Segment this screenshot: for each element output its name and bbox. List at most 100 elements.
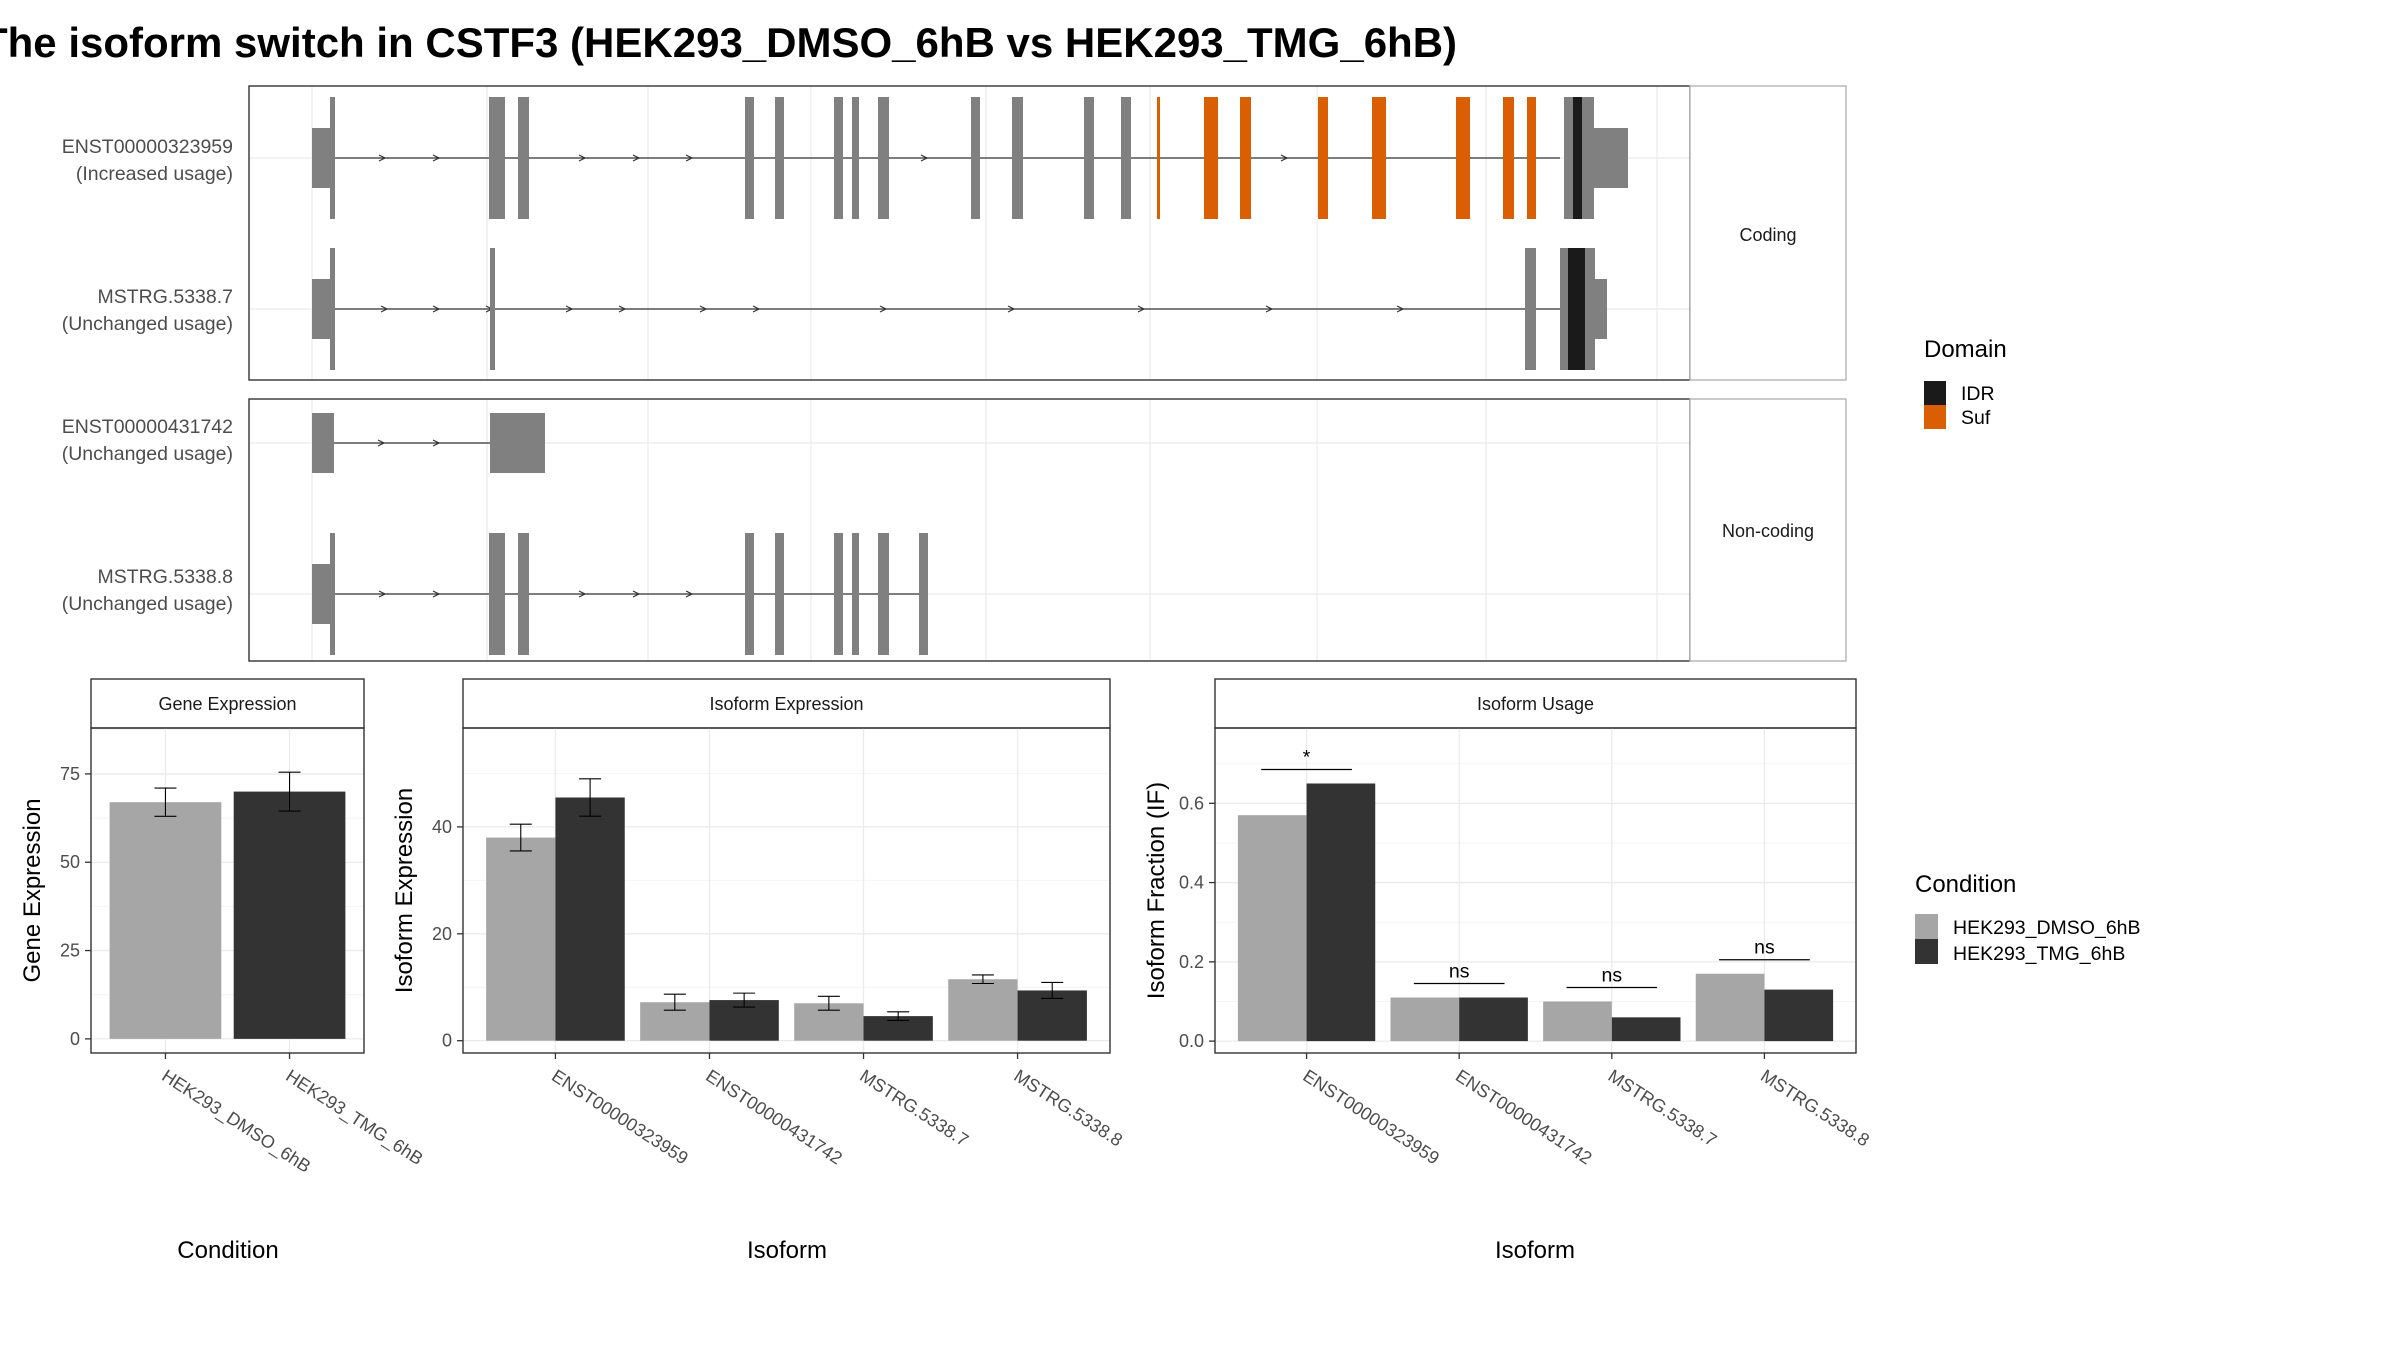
y-tick-label: 0.0 bbox=[1179, 1031, 1204, 1051]
bar bbox=[1611, 1017, 1681, 1042]
exon bbox=[330, 97, 335, 219]
direction-arrow bbox=[685, 590, 694, 598]
x-tick-label: MSTRG.5338.8 bbox=[1757, 1066, 1873, 1151]
direction-arrow bbox=[752, 305, 761, 313]
direction-arrow bbox=[377, 439, 386, 447]
exon bbox=[1084, 97, 1094, 219]
utr-exon bbox=[925, 564, 928, 624]
bar bbox=[109, 802, 222, 1039]
x-tick-label: ENST00000323959 bbox=[548, 1066, 692, 1169]
isoform-label-enst00000323959: ENST00000323959 bbox=[62, 136, 233, 158]
direction-arrow bbox=[699, 305, 708, 313]
bar bbox=[233, 791, 346, 1039]
domain-exon-suf bbox=[1372, 97, 1386, 219]
bar bbox=[555, 797, 625, 1041]
chart-strip bbox=[462, 678, 1111, 729]
direction-arrow bbox=[1396, 305, 1405, 313]
exon bbox=[490, 248, 495, 370]
condition-legend-title: Condition bbox=[1915, 871, 2016, 898]
chart-title: Isoform Usage bbox=[1477, 694, 1594, 714]
y-tick-label: 50 bbox=[60, 852, 80, 872]
chart-2: Isoform Expression 0 20 40 ENST00000323959 EN… bbox=[391, 678, 1126, 1264]
utr-exon bbox=[312, 413, 334, 473]
strip-label-coding: Coding bbox=[1739, 225, 1796, 245]
domain-legend-swatch-suf bbox=[1924, 405, 1946, 429]
bar bbox=[1459, 997, 1528, 1042]
exon bbox=[518, 533, 529, 655]
domain-exon-suf bbox=[1456, 97, 1470, 219]
exon bbox=[1585, 248, 1595, 370]
exon bbox=[971, 97, 980, 219]
isoform-label-mstrg-5338-7: MSTRG.5338.7 bbox=[98, 286, 233, 308]
strip-label-noncoding: Non-coding bbox=[1722, 521, 1814, 541]
x-tick-label: ENST00000323959 bbox=[1299, 1066, 1443, 1169]
direction-arrow bbox=[432, 590, 441, 598]
domain-exon-idr bbox=[1573, 97, 1582, 219]
exon bbox=[745, 97, 754, 219]
bar bbox=[1306, 783, 1376, 1042]
expression-charts: Gene Expression0255075HEK293_DMSO_6hBHEK… bbox=[19, 678, 1873, 1264]
condition-legend-label-dmso: HEK293_DMSO_6hB bbox=[1953, 917, 2141, 939]
domain-exon-suf bbox=[1204, 97, 1218, 219]
exon bbox=[489, 97, 505, 219]
direction-arrow bbox=[685, 154, 694, 162]
direction-arrow bbox=[380, 305, 389, 313]
domain-exon-suf bbox=[1503, 97, 1514, 219]
condition-legend-label-tmg: HEK293_TMG_6hB bbox=[1953, 943, 2125, 965]
x-axis-title: Isoform bbox=[1495, 1237, 1575, 1264]
direction-arrow bbox=[1265, 305, 1274, 313]
direction-arrow bbox=[378, 590, 387, 598]
bar bbox=[948, 979, 1018, 1041]
y-tick-label: 25 bbox=[60, 941, 80, 961]
direction-arrow bbox=[618, 305, 627, 313]
domain-exon-suf bbox=[1157, 97, 1160, 219]
isoform-tracks bbox=[312, 97, 1628, 655]
x-axis-title: Isoform bbox=[747, 1237, 827, 1264]
isoform-usage-mstrg-5338-7: (Unchanged usage) bbox=[62, 313, 233, 335]
condition-legend: Condition HEK293_DMSO_6hB HEK293_TMG_6hB bbox=[1915, 871, 2141, 965]
direction-arrow bbox=[432, 154, 441, 162]
direction-arrow bbox=[432, 305, 441, 313]
exon bbox=[518, 97, 529, 219]
structure-panel-noncoding bbox=[248, 398, 1691, 662]
bar bbox=[1764, 989, 1834, 1042]
exon bbox=[1121, 97, 1131, 219]
exon bbox=[834, 97, 843, 219]
direction-arrow bbox=[632, 590, 641, 598]
utr-exon bbox=[312, 128, 332, 188]
chart-panel-border bbox=[90, 727, 365, 1054]
chart-panel-border bbox=[462, 727, 1111, 1054]
utr-exon bbox=[1594, 128, 1628, 188]
direction-arrow bbox=[378, 154, 387, 162]
exon bbox=[1560, 248, 1568, 370]
y-tick-label: 0 bbox=[442, 1031, 452, 1051]
exon bbox=[1582, 97, 1594, 219]
figure-title: The isoform switch in CSTF3 (HEK293_DMSO… bbox=[0, 19, 1457, 66]
chart-strip bbox=[90, 678, 365, 729]
direction-arrow bbox=[565, 305, 574, 313]
utr-exon bbox=[1595, 279, 1607, 339]
direction-arrow bbox=[879, 305, 888, 313]
direction-arrow bbox=[578, 154, 587, 162]
direction-arrow bbox=[1280, 154, 1289, 162]
condition-legend-swatch-dmso bbox=[1915, 914, 1938, 939]
y-axis-title: Isoform Fraction (IF) bbox=[1143, 782, 1170, 999]
exon bbox=[852, 533, 859, 655]
bar bbox=[1390, 997, 1460, 1042]
exon bbox=[489, 533, 505, 655]
significance-label: ns bbox=[1754, 937, 1775, 959]
exon bbox=[330, 248, 335, 370]
exon bbox=[834, 533, 843, 655]
chart-1: Gene Expression0255075HEK293_DMSO_6hBHEK… bbox=[19, 678, 427, 1264]
x-tick-label: MSTRG.5338.8 bbox=[1010, 1066, 1126, 1151]
direction-arrow bbox=[1137, 305, 1146, 313]
bar bbox=[1237, 815, 1307, 1042]
direction-arrow bbox=[1007, 305, 1016, 313]
domain-legend-label-idr: IDR bbox=[1961, 383, 1995, 405]
direction-arrow bbox=[920, 154, 929, 162]
domain-legend-label-suf: Suf bbox=[1961, 407, 1991, 429]
y-tick-label: 40 bbox=[432, 817, 452, 837]
chart-title: Gene Expression bbox=[158, 694, 296, 714]
isoform-usage-mstrg-5338-8: (Unchanged usage) bbox=[62, 593, 233, 615]
